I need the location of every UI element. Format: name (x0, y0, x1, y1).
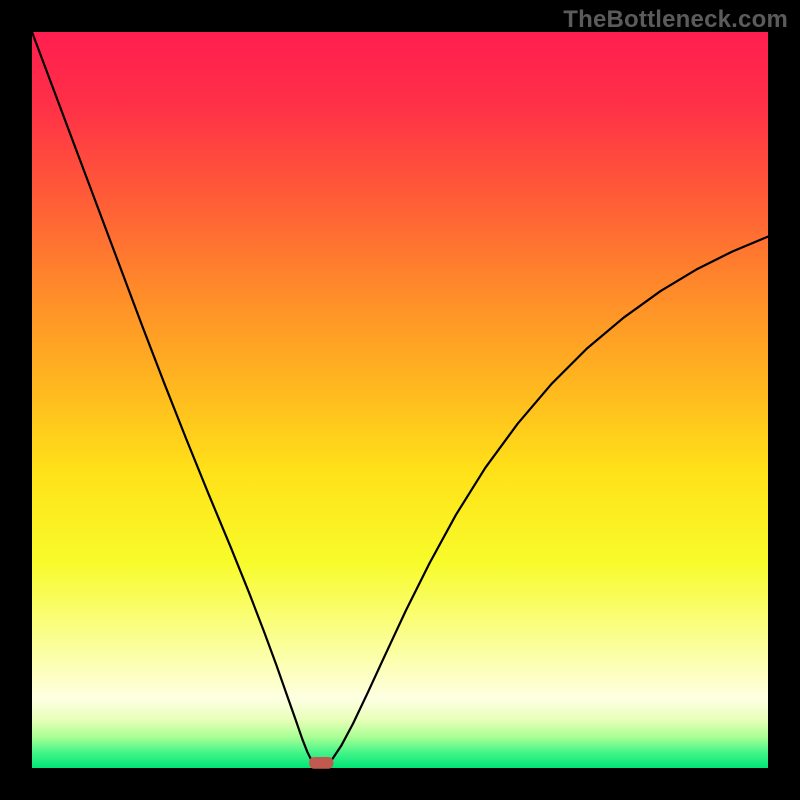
watermark-text: TheBottleneck.com (563, 6, 788, 34)
chart-svg (0, 0, 800, 800)
chart-container: TheBottleneck.com (0, 0, 800, 800)
plot-background (32, 32, 768, 768)
trough-marker (309, 757, 333, 769)
